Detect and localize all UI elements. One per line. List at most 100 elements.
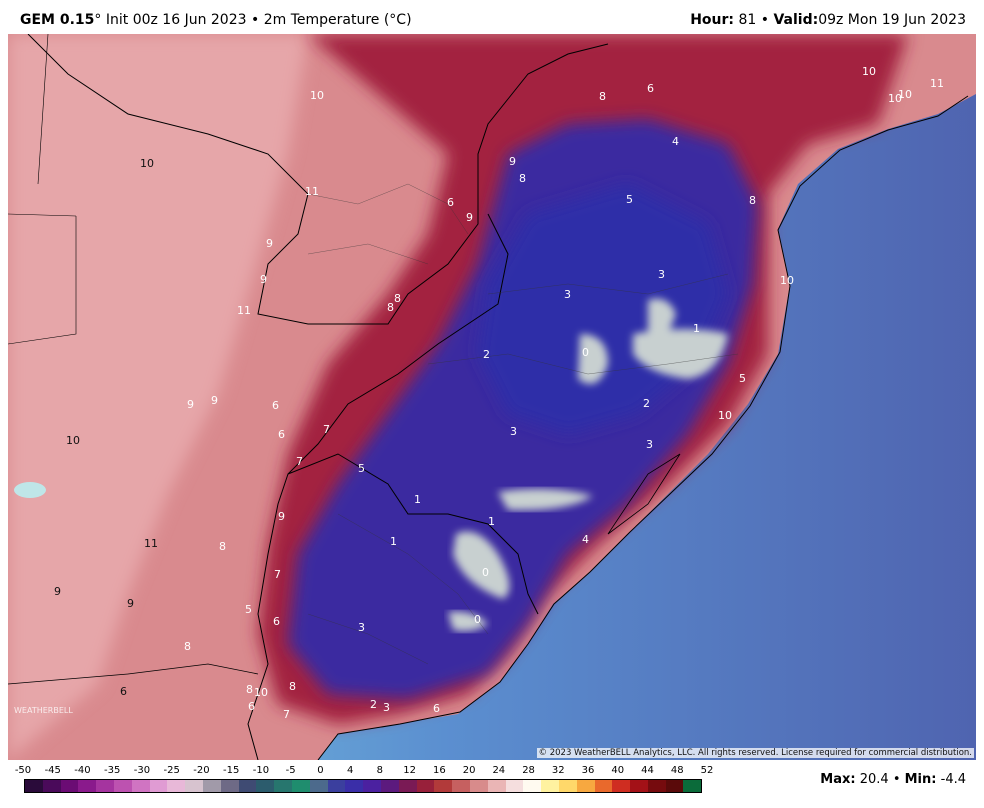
temperature-value: 7: [323, 423, 330, 436]
temperature-value: 5: [626, 193, 633, 206]
weatherbell-logo: WEATHERBELL: [14, 706, 73, 715]
province-border: [8, 663, 259, 685]
temperature-value: 2: [483, 348, 490, 361]
freezing-patch-center: [498, 488, 593, 511]
colorbar-swatch: [202, 780, 221, 792]
colorbar-swatch: [131, 780, 150, 792]
colorbar-swatch: [541, 780, 559, 792]
colorbar-swatch: [523, 780, 542, 792]
temperature-value: 10: [780, 274, 794, 287]
colorbar-swatch: [60, 780, 79, 792]
temperature-value: 10: [66, 434, 80, 447]
init-time: Init 00z 16 Jun 2023: [105, 12, 247, 28]
temperature-value: 9: [211, 394, 218, 407]
freezing-patch-south: [453, 531, 510, 599]
max-label: Max:: [820, 772, 856, 787]
colorbar-swatch: [434, 780, 453, 792]
colorbar-tick: -50: [14, 765, 32, 776]
temperature-value: 10: [140, 157, 154, 170]
colorbar-swatch: [185, 780, 203, 792]
colorbar-swatch: [78, 780, 97, 792]
model-title: GEM 0.15° Init 00z 16 Jun 2023 • 2m Temp…: [20, 12, 412, 28]
colorbar-tick: 4: [346, 765, 354, 776]
colorbar-swatch: [612, 780, 631, 792]
valid-info: Hour: 81 • Valid:09z Mon 19 Jun 2023: [690, 12, 966, 28]
temperature-value: 1: [414, 493, 421, 506]
colorbar-swatch: [398, 780, 417, 792]
min-value: -4.4: [940, 772, 966, 787]
max-min-summary: Max: 20.4 • Min: -4.4: [820, 772, 966, 787]
temperature-value: 8: [289, 680, 296, 693]
colorbar-swatch: [327, 780, 346, 792]
temperature-value: 1: [693, 322, 700, 335]
temperature-value: 5: [245, 603, 252, 616]
cool-zone-west: [8, 34, 308, 760]
temperature-value: 9: [187, 398, 194, 411]
temperature-value: 0: [474, 613, 481, 626]
temperature-map[interactable]: 10 8 6 10 10 10 11 10 9 8 4 5 8 11 6 9 9 9 11 8 8 3 3 1 10 2 0 5 9 9 6…: [8, 34, 976, 760]
model-name: GEM 0.15: [20, 12, 95, 28]
temperature-value: 2: [643, 397, 650, 410]
temperature-value: 7: [283, 708, 290, 721]
temperature-value: 11: [144, 537, 158, 550]
field-name: 2m Temperature (°C): [263, 12, 412, 28]
colorbar-tick: -15: [223, 765, 240, 776]
temperature-value: 9: [278, 510, 285, 523]
temperature-value: 6: [273, 615, 280, 628]
temperature-value: 10: [888, 92, 902, 105]
colorbar-tick: -30: [133, 765, 151, 776]
temperature-value: 10: [310, 89, 324, 102]
temperature-value: 0: [582, 346, 589, 359]
colorbar-tick: 20: [462, 765, 476, 776]
temperature-value: 2: [370, 698, 377, 711]
uruguay-border: [287, 453, 539, 615]
temperature-value: 8: [394, 292, 401, 305]
colorbar-tick: -35: [104, 765, 121, 776]
separator: •: [760, 12, 769, 28]
colorbar-swatch: [291, 780, 310, 792]
temperature-value: 3: [646, 438, 653, 451]
degree-symbol: °: [94, 12, 102, 28]
temperature-value: 8: [246, 683, 253, 696]
temperature-value: 4: [582, 533, 589, 546]
colorbar-tick: 24: [492, 765, 506, 776]
colorbar-swatch: [594, 780, 613, 792]
colorbar-tick: 16: [432, 765, 446, 776]
colorbar-tick: 40: [611, 765, 625, 776]
colorbar-swatch: [380, 780, 399, 792]
temperature-value: 8: [749, 194, 756, 207]
colorbar-tick: 36: [581, 765, 595, 776]
temperature-value: 8: [184, 640, 191, 653]
colorbar-swatch: [238, 780, 257, 792]
temperature-value: 5: [739, 372, 746, 385]
temperature-colorbar: [24, 779, 702, 793]
min-label: Min:: [904, 772, 937, 787]
temperature-value: 8: [519, 172, 526, 185]
temperature-value: 3: [358, 621, 365, 634]
colorbar-swatch: [647, 780, 666, 792]
colorbar-swatch: [220, 780, 239, 792]
temperature-value: 11: [930, 77, 944, 90]
temperature-value: 6: [447, 196, 454, 209]
colorbar-swatch: [113, 780, 132, 792]
temperature-value: 10: [254, 686, 268, 699]
colorbar-swatch: [630, 780, 648, 792]
colorbar-swatch: [363, 780, 381, 792]
temperature-value: 10: [898, 88, 912, 101]
coastline: [317, 95, 969, 760]
colorbar-swatch: [487, 780, 506, 792]
temperature-value: 10: [862, 65, 876, 78]
colorbar-tick: -40: [74, 765, 91, 776]
colorbar-swatch: [42, 780, 61, 792]
colorbar-swatch: [25, 780, 43, 792]
colorbar-tick: 44: [641, 765, 654, 776]
temperature-value: 11: [305, 185, 319, 198]
lagoon-outline: [607, 453, 681, 535]
temperature-value: 9: [260, 273, 267, 286]
temperature-value: 6: [272, 399, 279, 412]
freezing-patch-far-south: [448, 611, 488, 632]
temperature-value: 6: [647, 82, 654, 95]
colorbar-tick: -20: [193, 765, 210, 776]
